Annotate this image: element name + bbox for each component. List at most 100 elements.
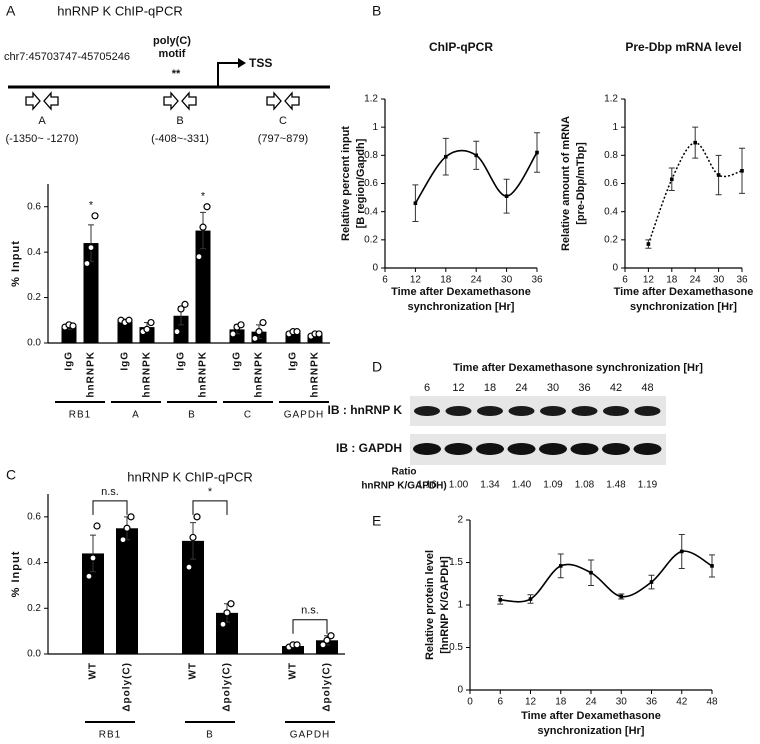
data-point xyxy=(223,609,231,617)
x-tick-label: IgG xyxy=(232,351,243,371)
panel-label: D xyxy=(372,359,382,375)
x-tick-label: hnRNPK xyxy=(310,351,321,398)
panel-label: A xyxy=(6,3,16,19)
x-tick-label: 0 xyxy=(467,697,473,708)
ratio-label: Ratio xyxy=(392,467,417,478)
data-point xyxy=(327,632,335,640)
x-tick-label: 30 xyxy=(616,697,628,708)
data-point xyxy=(143,325,151,333)
line xyxy=(500,550,713,603)
lane-label: 6 xyxy=(424,382,430,394)
ratio-value: 1.19 xyxy=(638,480,658,491)
band xyxy=(414,406,440,416)
primer-range: (797~879) xyxy=(258,133,308,145)
comparison-label: n.s. xyxy=(301,605,319,617)
x-tick-label: 6 xyxy=(382,275,388,286)
data-point xyxy=(229,330,237,338)
x-tick-label: 6 xyxy=(622,275,628,286)
data-point xyxy=(219,620,227,628)
data-point xyxy=(474,153,478,158)
data-point xyxy=(189,533,197,542)
data-point xyxy=(69,322,77,330)
y-tick-label: 0.6 xyxy=(364,178,378,189)
y-axis-label: [B region/Gapdh] xyxy=(355,138,367,228)
data-point xyxy=(504,194,509,198)
group-label: B xyxy=(206,730,214,741)
data-point xyxy=(323,636,331,644)
primer-arrow xyxy=(163,91,179,111)
y-tick-label: 0.4 xyxy=(604,206,618,217)
y-tick-label: 0.2 xyxy=(27,603,41,614)
x-axis-label: Time after Dexamethasone xyxy=(614,286,754,298)
data-point xyxy=(649,580,654,584)
data-point xyxy=(670,177,674,182)
y-tick-label: 0.6 xyxy=(604,178,618,189)
y-axis-label: [hnRNP K/GAPDH] xyxy=(439,556,451,654)
band xyxy=(603,406,629,416)
x-tick-label: IgG xyxy=(120,351,131,371)
primer-name: B xyxy=(176,115,183,127)
significance: * xyxy=(201,191,206,203)
x-tick-label: WT xyxy=(188,662,199,680)
y-tick-label: 0 xyxy=(612,263,618,274)
y-tick-label: 0.2 xyxy=(364,234,378,245)
data-point xyxy=(89,554,97,562)
band xyxy=(570,443,599,455)
data-point xyxy=(498,598,503,602)
diagram-title: hnRNP K ChIP-qPCR xyxy=(57,3,182,18)
y-tick-label: 0.6 xyxy=(27,511,41,522)
data-point xyxy=(93,522,101,530)
primer-arrow xyxy=(266,91,282,111)
data-point xyxy=(83,259,91,268)
band xyxy=(507,443,536,455)
data-point xyxy=(237,321,245,329)
data-point xyxy=(740,169,744,173)
comparison-bracket xyxy=(192,500,228,515)
primer-name: A xyxy=(38,115,46,127)
y-tick-label: 0.5 xyxy=(449,642,463,653)
ratio-value: 1.08 xyxy=(575,480,595,491)
x-tick-label: Δpoly(C) xyxy=(122,662,133,712)
x-tick-label: 48 xyxy=(706,697,718,708)
group-label: GAPDH xyxy=(290,730,331,741)
data-point xyxy=(181,300,189,308)
data-point xyxy=(85,572,93,580)
band xyxy=(634,406,661,416)
y-axis-label: % Input xyxy=(10,551,22,598)
tss-arrowhead xyxy=(238,58,246,68)
error-bar xyxy=(90,534,96,573)
data-point xyxy=(177,305,185,313)
x-tick-label: 6 xyxy=(497,697,503,708)
data-point xyxy=(195,253,203,261)
x-tick-label: 36 xyxy=(531,275,543,286)
data-point xyxy=(203,203,211,211)
tss-label: TSS xyxy=(249,56,272,70)
ratio-value: 1.48 xyxy=(606,480,626,491)
data-point xyxy=(693,140,697,145)
y-axis-label: Relative percent input xyxy=(340,126,352,241)
data-point xyxy=(147,318,155,327)
blot-row-label: IB : GAPDH xyxy=(336,441,402,455)
x-tick-label: hnRNPK xyxy=(198,351,209,398)
bar xyxy=(307,335,323,343)
x-tick-label: 30 xyxy=(713,275,725,286)
panel-label: B xyxy=(372,3,381,19)
lane-label: 30 xyxy=(547,382,559,394)
x-tick-label: 12 xyxy=(525,697,537,708)
ratio-value: 1.00 xyxy=(449,480,469,491)
data-point xyxy=(716,173,721,177)
x-axis-label: synchronization [Hr] xyxy=(538,725,645,737)
x-tick-label: 24 xyxy=(585,697,597,708)
x-tick-label: WT xyxy=(88,662,99,680)
y-axis-label: [pre-Dbp/mTbp] xyxy=(575,142,587,225)
lane-label: 48 xyxy=(641,382,653,394)
data-point xyxy=(119,536,127,544)
y-axis-label: Relative amount of mRNA xyxy=(560,116,572,251)
bar xyxy=(83,243,99,343)
x-axis-label: synchronization [Hr] xyxy=(630,301,737,313)
ratio-value: 1.40 xyxy=(512,480,532,491)
data-point xyxy=(293,641,301,649)
y-tick-label: 0.0 xyxy=(27,338,41,349)
x-tick-label: hnRNPK xyxy=(254,351,265,398)
significance: ** xyxy=(172,68,181,80)
